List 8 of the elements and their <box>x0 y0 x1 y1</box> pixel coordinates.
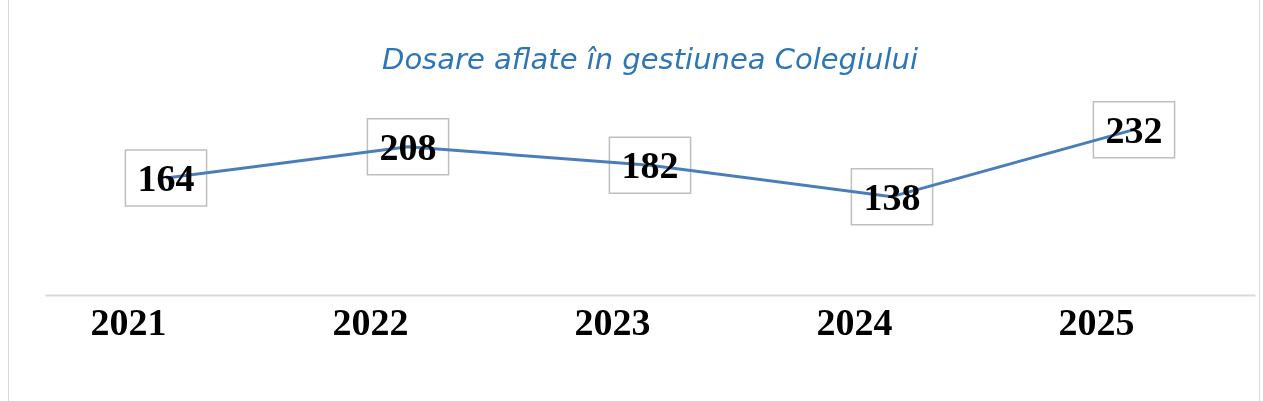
data-label: 164 <box>137 157 195 200</box>
x-tick-label: 2023 <box>574 300 651 343</box>
x-tick-label: 2022 <box>332 300 409 343</box>
x-tick-label: 2021 <box>90 300 167 343</box>
data-label: 232 <box>1105 108 1163 151</box>
chart-title: Dosare aflate în gestiunea Colegiului <box>382 42 918 76</box>
x-tick-label: 2024 <box>816 300 893 343</box>
x-tick-label: 2025 <box>1058 300 1135 343</box>
